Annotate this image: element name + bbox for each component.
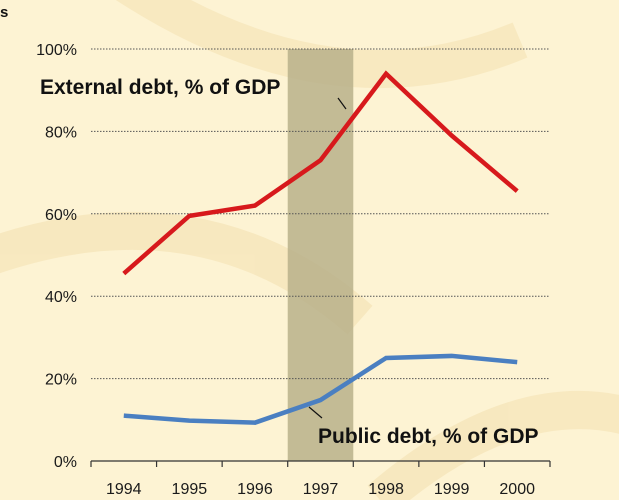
y-tick-label: 0% (54, 454, 77, 471)
x-tick-label: 1994 (106, 481, 142, 498)
y-tick-label: 40% (45, 289, 77, 306)
x-tick-label: 1999 (434, 481, 470, 498)
annotation-leader-line (308, 406, 323, 419)
x-tick-label: 2000 (499, 481, 535, 498)
y-tick-label: 100% (36, 42, 77, 59)
x-tick-label: 1995 (172, 481, 208, 498)
y-tick-label: 20% (45, 372, 77, 389)
annotation-leader-line (337, 97, 347, 110)
y-tick-label: 60% (45, 207, 77, 224)
x-tick-label: 1996 (237, 481, 273, 498)
y-tick-label: 80% (45, 124, 77, 141)
annotation-public-debt: Public debt, % of GDP (318, 425, 539, 448)
corner-label: s (0, 4, 8, 21)
x-tick-label: 1998 (368, 481, 404, 498)
annotation-external-debt: External debt, % of GDP (40, 76, 280, 99)
crisis-highlight-band (287, 49, 354, 461)
x-tick-label: 1997 (303, 481, 339, 498)
